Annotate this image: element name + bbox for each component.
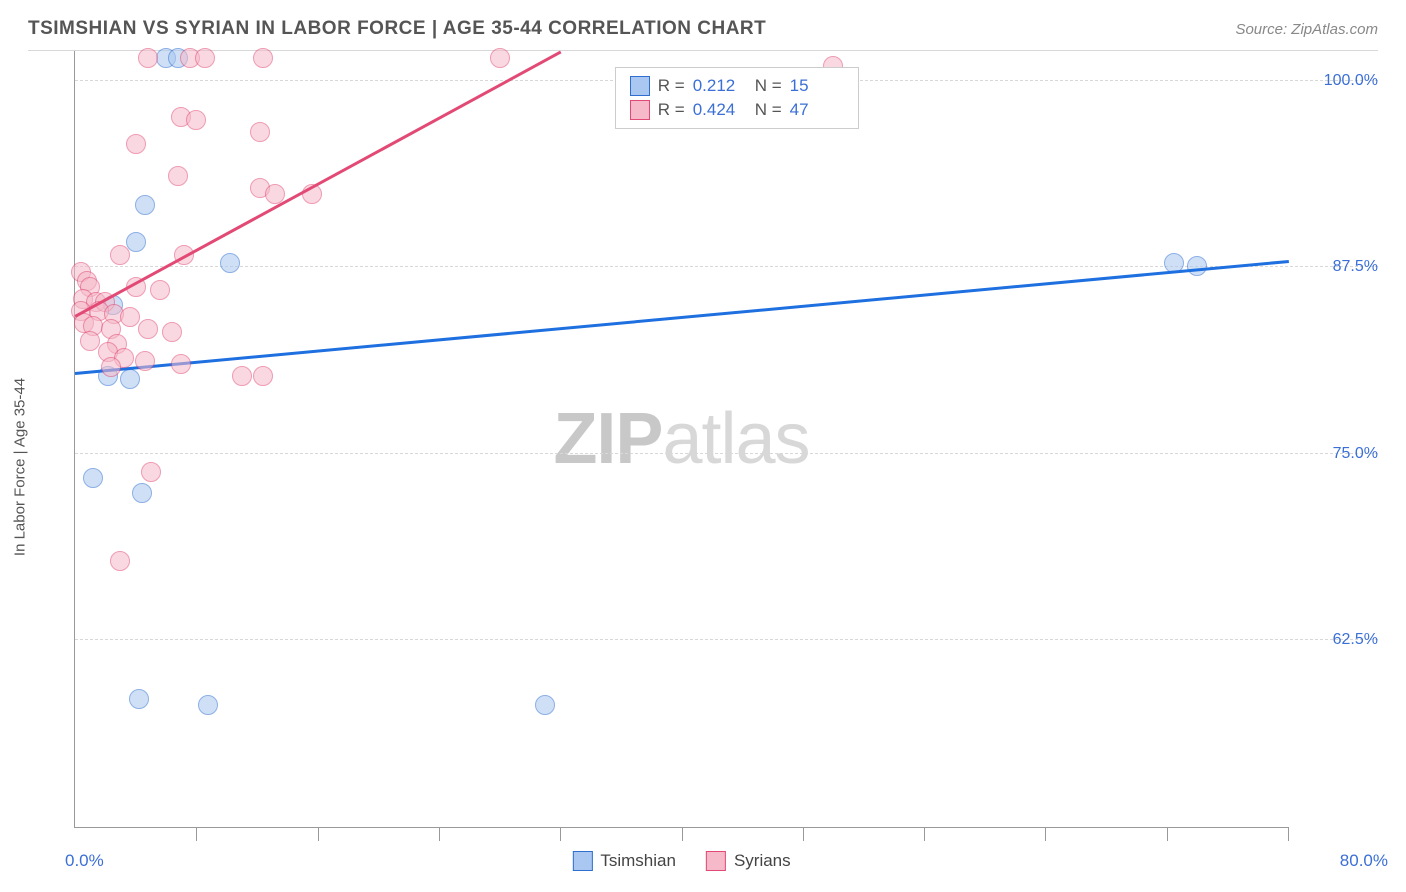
source-label: Source: ZipAtlas.com <box>1235 21 1378 38</box>
x-axis-max-label: 80.0% <box>1340 851 1388 871</box>
data-point <box>141 462 161 482</box>
series-swatch <box>630 100 650 120</box>
x-tick <box>196 827 197 841</box>
trend-line <box>74 51 561 318</box>
r-value: 0.212 <box>693 76 747 96</box>
data-point <box>220 253 240 273</box>
gridline <box>75 639 1378 640</box>
y-tick-label: 75.0% <box>1298 445 1378 463</box>
watermark: ZIPatlas <box>553 398 809 480</box>
data-point <box>250 122 270 142</box>
data-point <box>168 166 188 186</box>
x-tick <box>1288 827 1289 841</box>
data-point <box>490 48 510 68</box>
data-point <box>83 468 103 488</box>
data-point <box>132 483 152 503</box>
data-point <box>135 195 155 215</box>
x-tick <box>803 827 804 841</box>
y-tick-label: 62.5% <box>1298 631 1378 649</box>
y-tick-label: 100.0% <box>1298 72 1378 90</box>
legend-item: Syrians <box>706 851 791 871</box>
data-point <box>253 48 273 68</box>
legend-swatch <box>572 851 592 871</box>
n-value: 15 <box>790 76 844 96</box>
data-point <box>195 48 215 68</box>
series-swatch <box>630 76 650 96</box>
legend-item: Tsimshian <box>572 851 676 871</box>
data-point <box>80 331 100 351</box>
data-point <box>171 354 191 374</box>
trend-line <box>75 260 1289 375</box>
data-point <box>126 134 146 154</box>
n-label: N = <box>755 100 782 120</box>
data-point <box>253 366 273 386</box>
x-tick <box>1167 827 1168 841</box>
x-tick <box>682 827 683 841</box>
data-point <box>1187 256 1207 276</box>
x-tick <box>1045 827 1046 841</box>
data-point <box>162 322 182 342</box>
data-point <box>535 695 555 715</box>
data-point <box>129 689 149 709</box>
chart-title: TSIMSHIAN VS SYRIAN IN LABOR FORCE | AGE… <box>28 18 766 40</box>
stats-row: R = 0.212 N = 15 <box>620 74 854 98</box>
r-label: R = <box>658 76 685 96</box>
correlation-stats-box: R = 0.212 N = 15 R = 0.424 N = 47 <box>615 67 859 129</box>
data-point <box>150 280 170 300</box>
gridline <box>75 453 1378 454</box>
data-point <box>186 110 206 130</box>
x-tick <box>560 827 561 841</box>
r-value: 0.424 <box>693 100 747 120</box>
y-axis-label: In Labor Force | Age 35-44 <box>12 377 29 555</box>
stats-row: R = 0.424 N = 47 <box>620 98 854 122</box>
x-tick <box>318 827 319 841</box>
data-point <box>120 369 140 389</box>
x-axis-min-label: 0.0% <box>65 851 104 871</box>
x-tick <box>439 827 440 841</box>
data-point <box>110 551 130 571</box>
data-point <box>198 695 218 715</box>
data-point <box>110 245 130 265</box>
legend-label: Syrians <box>734 851 791 871</box>
n-label: N = <box>755 76 782 96</box>
data-point <box>135 351 155 371</box>
legend-label: Tsimshian <box>600 851 676 871</box>
n-value: 47 <box>790 100 844 120</box>
legend: Tsimshian Syrians <box>572 851 790 871</box>
y-tick-label: 87.5% <box>1298 258 1378 276</box>
data-point <box>232 366 252 386</box>
r-label: R = <box>658 100 685 120</box>
data-point <box>138 319 158 339</box>
plot-area: ZIPatlas 0.0% 80.0% TsimshianSyrians 62.… <box>74 51 1288 828</box>
data-point <box>101 357 121 377</box>
x-tick <box>924 827 925 841</box>
data-point <box>120 307 140 327</box>
data-point <box>138 48 158 68</box>
chart-container: In Labor Force | Age 35-44 ZIPatlas 0.0%… <box>28 50 1378 882</box>
legend-swatch <box>706 851 726 871</box>
watermark-bold: ZIP <box>553 399 662 479</box>
watermark-light: atlas <box>662 399 809 479</box>
